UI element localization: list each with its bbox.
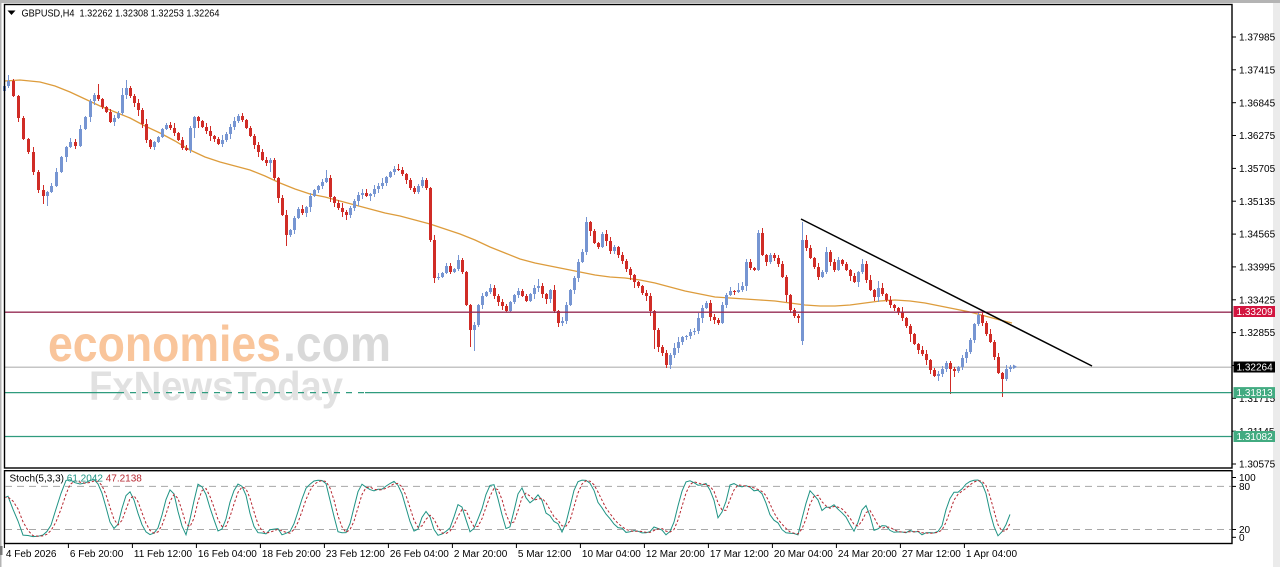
svg-text:27 Mar 12:00: 27 Mar 12:00 xyxy=(902,549,961,560)
svg-text:5 Mar 12:00: 5 Mar 12:00 xyxy=(518,549,572,560)
svg-text:18 Feb 20:00: 18 Feb 20:00 xyxy=(262,549,321,560)
svg-text:1.31813: 1.31813 xyxy=(1237,388,1274,399)
svg-text:1.37985: 1.37985 xyxy=(1239,33,1276,44)
svg-text:100: 100 xyxy=(1239,473,1256,484)
svg-text:1.32264: 1.32264 xyxy=(1237,363,1274,374)
svg-text:4 Feb 2026: 4 Feb 2026 xyxy=(6,549,57,560)
svg-text:1.31715: 1.31715 xyxy=(1239,394,1276,405)
svg-text:1.35135: 1.35135 xyxy=(1239,197,1276,208)
svg-text:1.30575: 1.30575 xyxy=(1239,460,1276,471)
svg-text:20 Mar 04:00: 20 Mar 04:00 xyxy=(774,549,833,560)
svg-text:1.37415: 1.37415 xyxy=(1239,65,1276,76)
svg-text:1.33425: 1.33425 xyxy=(1239,295,1276,306)
svg-text:11 Feb 12:00: 11 Feb 12:00 xyxy=(134,549,193,560)
svg-text:1.32855: 1.32855 xyxy=(1239,328,1276,339)
svg-text:1.33209: 1.33209 xyxy=(1237,307,1274,318)
svg-text:17 Mar 12:00: 17 Mar 12:00 xyxy=(710,549,769,560)
svg-text:1.31082: 1.31082 xyxy=(1237,432,1274,443)
svg-text:20: 20 xyxy=(1239,525,1251,536)
svg-text:26 Feb 04:00: 26 Feb 04:00 xyxy=(390,549,449,560)
svg-text:6 Feb 20:00: 6 Feb 20:00 xyxy=(70,549,124,560)
svg-text:24 Mar 20:00: 24 Mar 20:00 xyxy=(838,549,897,560)
svg-text:10 Mar 04:00: 10 Mar 04:00 xyxy=(582,549,641,560)
svg-text:economies: economies xyxy=(48,316,281,372)
svg-text:1.33995: 1.33995 xyxy=(1239,263,1276,274)
svg-text:1.36845: 1.36845 xyxy=(1239,98,1276,109)
svg-text:16 Feb 04:00: 16 Feb 04:00 xyxy=(198,549,257,560)
svg-text:80: 80 xyxy=(1239,482,1251,493)
svg-text:2 Mar 20:00: 2 Mar 20:00 xyxy=(454,549,508,560)
svg-text:23 Feb 12:00: 23 Feb 12:00 xyxy=(326,549,385,560)
svg-text:Stoch(5,3,3) 61.2042 47.2138: Stoch(5,3,3) 61.2042 47.2138 xyxy=(10,474,143,485)
svg-text:1.34565: 1.34565 xyxy=(1239,230,1276,241)
svg-text:0: 0 xyxy=(1239,533,1245,544)
svg-text:1 Apr 04:00: 1 Apr 04:00 xyxy=(966,549,1018,560)
svg-text:12 Mar 20:00: 12 Mar 20:00 xyxy=(646,549,705,560)
svg-text:1.36275: 1.36275 xyxy=(1239,131,1276,142)
svg-text:1.35705: 1.35705 xyxy=(1239,164,1276,175)
svg-text:.com: .com xyxy=(283,316,391,372)
svg-text:GBPUSD,H4 1.32262 1.32308 1.3: GBPUSD,H4 1.32262 1.32308 1.32253 1.3226… xyxy=(22,8,220,20)
svg-text:FxNewsToday: FxNewsToday xyxy=(89,363,343,409)
